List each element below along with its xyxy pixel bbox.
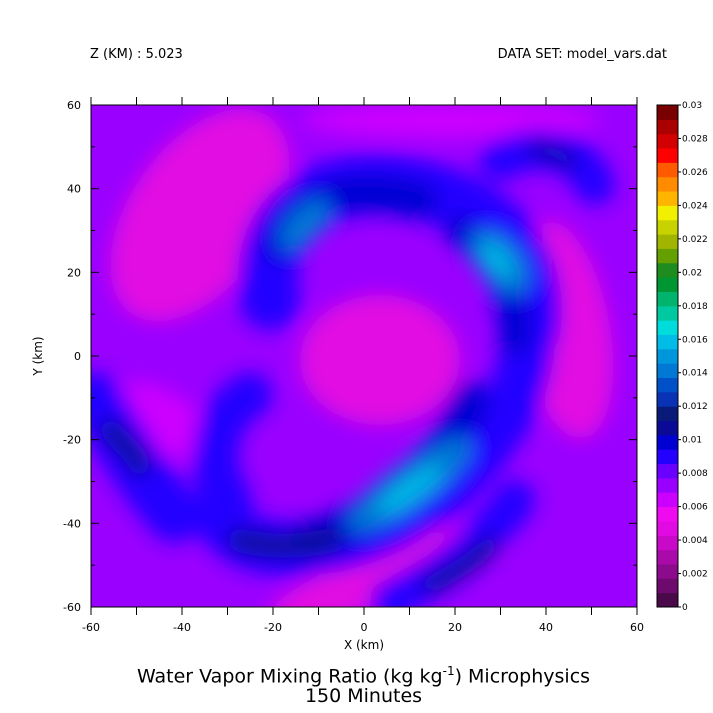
- y-tick-label: -40: [63, 517, 81, 530]
- moist-band-southeast: [370, 480, 535, 607]
- colorbar-label: 0.026: [682, 168, 708, 178]
- colorbar-swatch: [657, 119, 678, 135]
- colorbar-label: 0.024: [682, 201, 708, 211]
- colorbar-swatch: [657, 205, 678, 221]
- colorbar-swatch: [657, 133, 678, 149]
- colorbar-label: 0.03: [682, 101, 702, 111]
- colorbar-swatch: [657, 363, 678, 379]
- colorbar-swatch: [657, 420, 678, 436]
- core-southwest: [228, 528, 342, 558]
- colorbar-label: 0.006: [682, 503, 708, 513]
- colorbar-swatch: [657, 535, 678, 551]
- title-exponent: -1: [442, 664, 455, 678]
- title-prefix: Water Vapor Mixing Ratio (kg kg: [136, 665, 443, 688]
- x-tick-label: -40: [173, 621, 191, 634]
- x-tick-label: -20: [264, 621, 282, 634]
- colorbar-label: 0.008: [682, 469, 708, 479]
- colorbar-swatch: [657, 262, 678, 278]
- axis-tick-labels: -60 -40 -20 0 20 40 60 -60 -40 -20 0 20 40 60: [63, 99, 644, 634]
- colorbar-swatch: [657, 563, 678, 579]
- colorbar-swatch: [657, 406, 678, 422]
- peak-northeast: [480, 241, 514, 279]
- colorbar-swatch: [657, 549, 678, 565]
- colorbar-swatch: [657, 162, 678, 178]
- y-tick-label: -60: [63, 601, 81, 614]
- colorbar-frame: [656, 104, 679, 608]
- colorbar-swatch: [657, 191, 678, 206]
- dry-region-north: [300, 105, 600, 138]
- colorbar-swatch: [657, 277, 678, 292]
- colorbar-labels: 0 0.002 0.004 0.006 0.008 0.01 0.012 0.014 0.016…: [682, 101, 708, 613]
- maximum-north: [279, 199, 331, 251]
- colorbar-swatch: [657, 291, 678, 307]
- colorbar-label: 0.014: [682, 369, 708, 379]
- y-tick-label: -20: [63, 434, 81, 447]
- colorbar-swatch: [657, 377, 678, 393]
- colorbar-label: 0.016: [682, 335, 708, 345]
- colorbar-swatch: [657, 520, 678, 536]
- core-west: [99, 419, 151, 476]
- colorbar-swatch: [657, 506, 678, 522]
- colorbar-swatch: [657, 320, 678, 335]
- colorbar-label: 0.004: [682, 536, 708, 546]
- chart-title: Water Vapor Mixing Ratio (kg kg-1) Micro…: [0, 664, 713, 687]
- colorbar-swatch: [657, 176, 678, 192]
- colorbar-swatch: [657, 592, 678, 608]
- colorbar-swatch: [657, 348, 678, 364]
- colorbar-swatch: [657, 334, 678, 350]
- colorbar-label: 0.022: [682, 235, 708, 245]
- colorbar-swatch: [657, 105, 678, 120]
- spiral-arm-west: [192, 372, 273, 523]
- dataset-label: DATA SET: model_vars.dat: [497, 47, 667, 62]
- colorbar-label: 0: [682, 603, 688, 613]
- colorbar-swatch: [657, 234, 678, 249]
- y-axis-label: Y (km): [31, 336, 45, 376]
- x-tick-label: 60: [630, 621, 644, 634]
- dry-region-center: [300, 295, 460, 425]
- colorbar-label: 0.002: [682, 570, 708, 580]
- x-tick-label: 40: [539, 621, 553, 634]
- y-tick-label: 0: [74, 350, 81, 363]
- colorbar-swatch: [657, 148, 678, 163]
- core-southeast-band: [421, 536, 499, 594]
- title-suffix: ) Microphysics: [454, 665, 591, 688]
- colorbar: [656, 104, 681, 608]
- colorbar-swatch: [657, 578, 678, 594]
- colorbar-label: 0.028: [682, 134, 708, 144]
- colorbar-swatch: [657, 477, 678, 493]
- colorbar-swatch: [657, 391, 678, 407]
- x-tick-label: 20: [448, 621, 462, 634]
- core-northeast-band: [528, 143, 577, 169]
- level-label: Z (KM) : 5.023: [90, 47, 183, 62]
- chart-subtitle: 150 Minutes: [304, 685, 423, 707]
- colorbar-label: 0.018: [682, 302, 708, 312]
- peak-south: [376, 465, 444, 515]
- colorbar-label: 0.01: [682, 436, 702, 446]
- colorbar-label: 0.02: [682, 268, 702, 278]
- axis-ticks: [90, 97, 638, 615]
- colorbar-swatch: [657, 219, 678, 235]
- x-tick-label: 0: [361, 621, 368, 634]
- colorbar-swatch: [657, 449, 678, 465]
- colorbar-swatch: [657, 492, 678, 508]
- colorbar-label: 0.012: [682, 402, 708, 412]
- y-tick-label: 20: [67, 266, 81, 279]
- x-tick-label: -60: [82, 621, 100, 634]
- x-axis-label: X (km): [344, 638, 384, 652]
- colorbar-swatch: [657, 248, 678, 264]
- field-blobs: [91, 105, 615, 607]
- y-tick-label: 60: [67, 99, 81, 112]
- contour-field: [91, 105, 637, 607]
- y-tick-label: 40: [67, 183, 81, 196]
- colorbar-swatch: [657, 434, 678, 450]
- colorbar-swatch: [657, 463, 678, 479]
- colorbar-swatch: [657, 305, 678, 321]
